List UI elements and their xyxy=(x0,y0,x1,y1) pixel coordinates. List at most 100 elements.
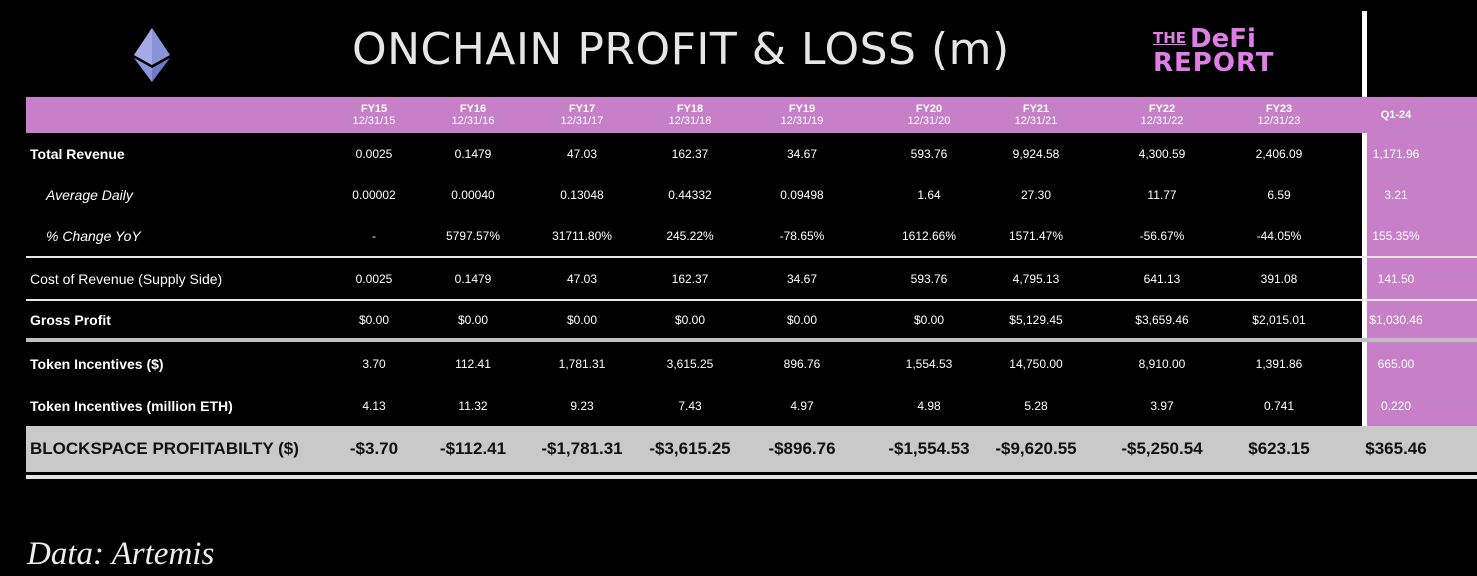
column-header: FY15 12/31/15 xyxy=(324,97,424,133)
table-cell: 47.03 xyxy=(566,146,598,161)
row-label: Token Incentives ($) xyxy=(30,355,164,372)
table-cell: 593.76 xyxy=(910,271,948,286)
column-fy: Q1-24 xyxy=(1380,109,1412,121)
table-row: Token Incentives ($) 3.70 112.41 1,781.31 3,… xyxy=(26,338,1477,385)
table-cell: 3.70 xyxy=(362,356,386,371)
column-fy: FY23 xyxy=(1265,103,1293,115)
column-header: FY16 12/31/16 xyxy=(423,97,523,133)
table-cell: $0.00 xyxy=(786,312,818,327)
column-fy: FY17 xyxy=(568,103,596,115)
column-header: FY17 12/31/17 xyxy=(532,97,632,133)
table-cell: $0.00 xyxy=(674,312,706,327)
table-cell: 2,406.09 xyxy=(1255,146,1303,161)
table-cell: $2,015.01 xyxy=(1252,312,1306,327)
column-fy: FY22 xyxy=(1148,103,1176,115)
table-cell: 162.37 xyxy=(671,146,709,161)
table-cell: $365.46 xyxy=(1365,439,1427,458)
table-cell: 665.00 xyxy=(1377,356,1415,371)
table-cell: -$3.70 xyxy=(349,439,399,458)
table-cell: 4,300.59 xyxy=(1138,146,1186,161)
q1-24-column-bg xyxy=(1367,385,1477,426)
table-cell: 896.76 xyxy=(783,356,821,371)
table-cell: $0.00 xyxy=(566,312,598,327)
column-divider xyxy=(1362,11,1367,469)
page-title: ONCHAIN PROFIT & LOSS (m) xyxy=(352,24,1010,75)
table-cell: 0.09498 xyxy=(780,187,824,202)
table-cell: 34.67 xyxy=(786,271,818,286)
table-cell: 9.23 xyxy=(570,398,594,413)
brand-defi: DeFi xyxy=(1190,24,1256,54)
table-cell: 1,171.96 xyxy=(1372,146,1420,161)
column-fy: FY16 xyxy=(459,103,487,115)
table-cell: 3.97 xyxy=(1150,398,1174,413)
row-label: Gross Profit xyxy=(30,311,111,328)
table-cell: 0.44332 xyxy=(668,187,712,202)
table-cell: 0.0025 xyxy=(355,271,393,286)
column-date: 12/31/20 xyxy=(907,115,951,127)
row-label: Cost of Revenue (Supply Side) xyxy=(30,270,223,287)
table-cell: 391.08 xyxy=(1260,271,1298,286)
table-cell: 155.35% xyxy=(1372,228,1420,243)
table-cell: 0.0025 xyxy=(355,146,393,161)
column-date: 12/31/23 xyxy=(1257,115,1301,127)
column-header: FY23 12/31/23 xyxy=(1229,97,1329,133)
table-cell: $1,030.46 xyxy=(1369,312,1423,327)
row-label: % Change YoY xyxy=(46,227,141,244)
table-row: % Change YoY - 5797.57% 31711.80% 245.22% -78… xyxy=(26,215,1477,256)
table-cell: 162.37 xyxy=(671,271,709,286)
table-cell: -$896.76 xyxy=(768,439,836,458)
table-cell: 141.50 xyxy=(1377,271,1415,286)
q1-24-column-bg xyxy=(1367,174,1477,215)
column-header: FY22 12/31/22 xyxy=(1112,97,1212,133)
table-cell: $0.00 xyxy=(457,312,489,327)
table-cell: 1,391.86 xyxy=(1255,356,1303,371)
table-cell: 5797.57% xyxy=(445,228,501,243)
column-date: 12/31/21 xyxy=(1014,115,1058,127)
table-cell: 6.59 xyxy=(1267,187,1291,202)
header: ONCHAIN PROFIT & LOSS (m) THE DeFi REPORT xyxy=(0,0,1477,97)
q1-24-column-bg xyxy=(1367,258,1477,299)
table-cell: 4.13 xyxy=(362,398,386,413)
table-cell: -$1,554.53 xyxy=(888,439,970,458)
column-header: FY21 12/31/21 xyxy=(986,97,1086,133)
table-cell: -$1,781.31 xyxy=(541,439,623,458)
row-label: Token Incentives (million ETH) xyxy=(30,397,233,414)
table-row: Total Revenue 0.0025 0.1479 47.03 162.37 34.6… xyxy=(26,133,1477,174)
table-cell: 0.741 xyxy=(1263,398,1295,413)
table-cell: $5,129.45 xyxy=(1009,312,1063,327)
row-label: Average Daily xyxy=(46,186,133,203)
table-cell: $0.00 xyxy=(913,312,945,327)
table-cell: -56.67% xyxy=(1139,228,1185,243)
q1-24-column-bg xyxy=(1367,426,1477,472)
table-cell: 5.28 xyxy=(1024,398,1048,413)
table-row: Average Daily 0.00002 0.00040 0.13048 0.4433… xyxy=(26,174,1477,215)
table-cell: 245.22% xyxy=(666,228,714,243)
column-fy: FY15 xyxy=(360,103,388,115)
table-cell: $3,659.46 xyxy=(1135,312,1189,327)
table-row: Gross Profit $0.00 $0.00 $0.00 $0.00 $0.00 $0.… xyxy=(26,299,1477,338)
table-row: BLOCKSPACE PROFITABILTY ($) -$3.70 -$112.4… xyxy=(26,426,1477,472)
table-cell: 0.13048 xyxy=(560,187,604,202)
table-cell: 11.77 xyxy=(1147,187,1177,202)
column-header: FY20 12/31/20 xyxy=(879,97,979,133)
column-date: 12/31/15 xyxy=(352,115,396,127)
table-cell: 0.1479 xyxy=(454,271,492,286)
table-cell: 4.98 xyxy=(917,398,941,413)
column-date: 12/31/22 xyxy=(1140,115,1184,127)
column-date: 12/31/18 xyxy=(668,115,712,127)
table-cell: 3.21 xyxy=(1384,187,1408,202)
table-cell: -$9,620.55 xyxy=(995,439,1077,458)
table-cell: 112.41 xyxy=(455,356,491,371)
brand-the: THE xyxy=(1153,29,1187,47)
column-fy: FY19 xyxy=(788,103,816,115)
table-cell: $0.00 xyxy=(358,312,390,327)
table-cell: 31711.80% xyxy=(552,228,612,243)
q1-24-column-bg xyxy=(1367,133,1477,174)
table-cell: 4,795.13 xyxy=(1012,271,1060,286)
table-cell: 11.32 xyxy=(458,398,488,413)
table-cell: 1,781.31 xyxy=(558,356,606,371)
column-header: FY18 12/31/18 xyxy=(640,97,740,133)
q1-24-column-bg xyxy=(1367,301,1477,338)
table-cell: -$5,250.54 xyxy=(1121,439,1203,458)
table-cell: 4.97 xyxy=(790,398,814,413)
